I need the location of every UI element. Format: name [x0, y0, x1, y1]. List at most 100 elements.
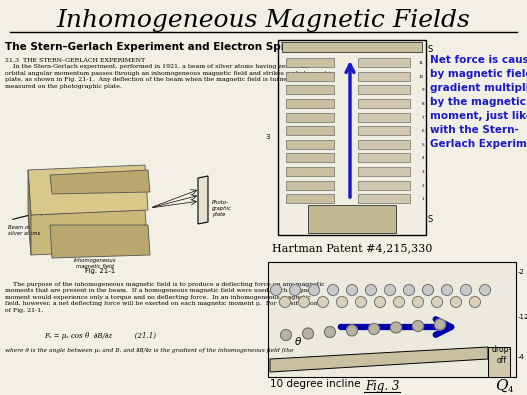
Polygon shape [198, 176, 208, 224]
Bar [358, 126, 410, 135]
Bar [286, 58, 334, 67]
Circle shape [442, 284, 453, 295]
Text: 4: 4 [422, 156, 424, 160]
Text: Fig. 21-1: Fig. 21-1 [85, 268, 115, 274]
Text: The purpose of the inhomogeneous magnetic field is to produce a deflecting force: The purpose of the inhomogeneous magneti… [5, 282, 325, 312]
Text: 1: 1 [422, 198, 424, 201]
Text: 6: 6 [422, 129, 424, 133]
Circle shape [434, 319, 445, 330]
Circle shape [346, 284, 357, 295]
Circle shape [302, 328, 314, 339]
Text: 7: 7 [422, 116, 424, 120]
Text: 10 degree incline: 10 degree incline [270, 379, 360, 389]
Text: Fₓ = μₓ cos θ  ∂B/∂z          (21.1): Fₓ = μₓ cos θ ∂B/∂z (21.1) [44, 332, 156, 340]
Bar [286, 167, 334, 176]
Bar [286, 181, 334, 190]
Bar [286, 126, 334, 135]
Text: 21.3  THE STERN–GERLACH EXPERIMENT
    In the Stern-Gerlach experiment, performe: 21.3 THE STERN–GERLACH EXPERIMENT In the… [5, 58, 334, 88]
Circle shape [391, 322, 402, 333]
Bar [308, 205, 396, 233]
Text: 4: 4 [508, 386, 513, 394]
Bar [286, 99, 334, 108]
Polygon shape [28, 165, 148, 215]
Circle shape [327, 284, 338, 295]
Text: Fig. 3: Fig. 3 [365, 380, 399, 393]
Polygon shape [28, 210, 148, 255]
Circle shape [317, 297, 328, 307]
Text: -4: -4 [518, 354, 525, 360]
Circle shape [432, 297, 443, 307]
Circle shape [325, 327, 336, 337]
Bar [358, 113, 410, 122]
Text: S: S [428, 216, 433, 224]
Circle shape [270, 284, 281, 295]
Text: -12: -12 [518, 314, 527, 320]
Text: 10: 10 [419, 75, 424, 79]
Polygon shape [270, 347, 488, 372]
Bar [282, 42, 422, 52]
Circle shape [280, 329, 291, 340]
Circle shape [413, 320, 424, 331]
Bar [358, 167, 410, 176]
Circle shape [375, 297, 385, 307]
Text: Inhomogeneous Magnetic Fields: Inhomogeneous Magnetic Fields [56, 9, 471, 32]
Text: 8: 8 [422, 102, 424, 106]
Text: θ: θ [295, 337, 301, 347]
Text: 3: 3 [422, 170, 424, 174]
Text: 11: 11 [419, 61, 424, 65]
Bar [358, 71, 410, 81]
Text: 9: 9 [422, 88, 424, 92]
Text: Hartman Patent #4,215,330: Hartman Patent #4,215,330 [272, 243, 432, 253]
Bar [286, 140, 334, 149]
Bar [358, 181, 410, 190]
Bar [358, 99, 410, 108]
Text: Inhomogeneous
magnetic field: Inhomogeneous magnetic field [74, 258, 116, 269]
Bar [286, 153, 334, 162]
Circle shape [337, 297, 347, 307]
Polygon shape [50, 225, 150, 258]
Bar [286, 85, 334, 94]
Text: 5: 5 [422, 143, 424, 147]
Bar [358, 58, 410, 67]
Text: Beam of
silver atoms: Beam of silver atoms [8, 225, 40, 236]
Circle shape [366, 284, 376, 295]
Circle shape [346, 325, 357, 336]
Bar [358, 194, 410, 203]
Text: 2: 2 [422, 184, 424, 188]
Circle shape [423, 284, 434, 295]
Text: where θ is the angle between μₓ and B, and ∂B/∂z is the gradient of the inhomoge: where θ is the angle between μₓ and B, a… [5, 348, 294, 353]
Text: Net force is caused
by magnetic field
gradient multiplied
by the magnetic
moment: Net force is caused by magnetic field gr… [430, 55, 527, 149]
Circle shape [279, 297, 290, 307]
Circle shape [394, 297, 405, 307]
Text: The Stern–Gerlach Experiment and Electron Spin: The Stern–Gerlach Experiment and Electro… [5, 42, 292, 52]
Bar [268, 262, 516, 377]
Text: Photo-
graphic
plate: Photo- graphic plate [212, 200, 232, 216]
Circle shape [461, 284, 472, 295]
Circle shape [289, 284, 300, 295]
Polygon shape [50, 170, 150, 194]
Text: S: S [428, 45, 433, 55]
Circle shape [298, 297, 309, 307]
Circle shape [470, 297, 481, 307]
Circle shape [308, 284, 319, 295]
Bar [286, 194, 334, 203]
Bar [286, 113, 334, 122]
Bar [278, 40, 426, 235]
Bar [358, 140, 410, 149]
Text: 3: 3 [266, 134, 270, 140]
Bar [488, 347, 510, 377]
Circle shape [356, 297, 366, 307]
Circle shape [368, 324, 379, 335]
Bar [358, 85, 410, 94]
Polygon shape [28, 170, 31, 255]
Circle shape [451, 297, 462, 307]
Bar [286, 71, 334, 81]
Circle shape [404, 284, 415, 295]
Circle shape [413, 297, 424, 307]
Circle shape [385, 284, 395, 295]
Circle shape [480, 284, 491, 295]
Text: -2: -2 [518, 269, 525, 275]
Text: drop-
off: drop- off [492, 345, 512, 365]
Text: Q: Q [495, 379, 508, 393]
Bar [358, 153, 410, 162]
